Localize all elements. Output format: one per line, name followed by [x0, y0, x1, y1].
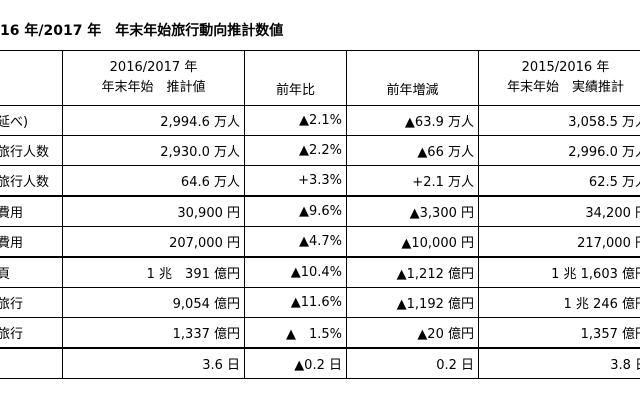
previous-value: 3.8 日	[478, 347, 640, 379]
header-estimate-label: 年末年始 推計値	[101, 80, 206, 95]
diff-value: ▲3,300 円	[346, 195, 479, 227]
diff-value: +2.1 万人	[346, 165, 479, 197]
row-label: 旅行人数	[0, 165, 63, 197]
header-estimate-year: 2016/2017 年	[109, 60, 198, 75]
diff-value: ▲1,192 億円	[346, 287, 479, 318]
previous-value: 2,996.0 万人	[478, 135, 640, 166]
previous-value: 1,357 億円	[478, 317, 640, 349]
header-estimate: 2016/2017 年 年末年始 推計値	[62, 50, 245, 106]
diff-value: ▲20 億円	[346, 317, 479, 349]
estimate-value: 2,930.0 万人	[62, 135, 245, 166]
previous-value: 34,200 円	[478, 195, 640, 227]
yoy-value: ▲2.2%	[244, 135, 347, 166]
previous-value: 3,058.5 万人	[478, 105, 640, 136]
header-yoy: 前年比	[244, 50, 347, 106]
diff-value: ▲10,000 円	[346, 226, 479, 258]
row-label: 旅行	[0, 317, 63, 349]
header-previous-year: 2015/2016 年	[521, 60, 610, 75]
diff-value: ▲1,212 億円	[346, 256, 479, 288]
row-label: 旅行	[0, 287, 63, 318]
row-label: 延べ)	[0, 105, 63, 136]
previous-value: 217,000 円	[478, 226, 640, 258]
estimate-value: 30,900 円	[62, 195, 245, 227]
previous-value: 1 兆 1,603 億円	[478, 256, 640, 288]
diff-value: ▲66 万人	[346, 135, 479, 166]
yoy-value: ▲4.7%	[244, 226, 347, 258]
row-label: 旅行人数	[0, 135, 63, 166]
header-previous: 2015/2016 年 年末年始 実績推計	[478, 50, 640, 106]
yoy-value: ▲9.6%	[244, 195, 347, 227]
table-row: 3.6 日▲0.2 日0.2 日3.8 日	[0, 347, 640, 379]
header-label-cell	[0, 50, 63, 106]
estimate-value: 3.6 日	[62, 347, 245, 379]
yoy-value: ▲11.6%	[244, 287, 347, 318]
estimate-value: 1,337 億円	[62, 317, 245, 349]
yoy-value: ▲0.2 日	[244, 347, 347, 379]
table-row: 頁1 兆 391 億円▲10.4%▲1,212 億円1 兆 1,603 億円	[0, 256, 640, 288]
yoy-value: ▲2.1%	[244, 105, 347, 136]
estimate-value: 64.6 万人	[62, 165, 245, 197]
estimate-value: 9,054 億円	[62, 287, 245, 318]
row-label: 費用	[0, 195, 63, 227]
page-title: 16 年/2017 年 年末年始旅行動向推計数値	[0, 23, 284, 39]
row-label: 頁	[0, 256, 63, 288]
header-row: 2016/2017 年 年末年始 推計値 前年比 前年増減 2015/2016 …	[0, 50, 640, 106]
travel-estimate-table: 2016/2017 年 年末年始 推計値 前年比 前年増減 2015/2016 …	[0, 50, 640, 379]
previous-value: 62.5 万人	[478, 165, 640, 197]
diff-value: 0.2 日	[346, 347, 479, 379]
diff-value: ▲63.9 万人	[346, 105, 479, 136]
row-label	[0, 347, 63, 379]
yoy-value: ▲10.4%	[244, 256, 347, 288]
yoy-value: ▲ 1.5%	[244, 317, 347, 349]
table-row: 旅行9,054 億円▲11.6%▲1,192 億円1 兆 246 億円	[0, 287, 640, 318]
header-previous-label: 年末年始 実績推計	[506, 80, 624, 95]
previous-value: 1 兆 246 億円	[478, 287, 640, 318]
yoy-value: +3.3%	[244, 165, 347, 197]
row-label: 費用	[0, 226, 63, 258]
estimate-value: 207,000 円	[62, 226, 245, 258]
header-diff: 前年増減	[346, 50, 479, 106]
table-row: 費用30,900 円▲9.6%▲3,300 円34,200 円	[0, 195, 640, 227]
estimate-value: 1 兆 391 億円	[62, 256, 245, 288]
table-row: 延べ)2,994.6 万人▲2.1%▲63.9 万人3,058.5 万人	[0, 105, 640, 136]
table-row: 旅行1,337 億円▲ 1.5%▲20 億円1,357 億円	[0, 317, 640, 349]
estimate-value: 2,994.6 万人	[62, 105, 245, 136]
